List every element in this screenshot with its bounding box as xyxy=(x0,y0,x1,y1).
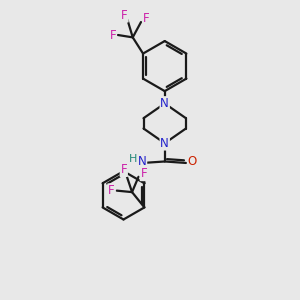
Text: N: N xyxy=(138,155,146,168)
Text: F: F xyxy=(143,12,150,25)
Text: F: F xyxy=(110,28,116,41)
Text: N: N xyxy=(160,137,169,150)
Text: F: F xyxy=(108,184,115,197)
Text: F: F xyxy=(121,163,127,176)
Text: F: F xyxy=(121,9,128,22)
Text: N: N xyxy=(160,97,169,110)
Text: F: F xyxy=(140,167,147,180)
Text: H: H xyxy=(129,154,137,164)
Text: O: O xyxy=(188,155,197,168)
